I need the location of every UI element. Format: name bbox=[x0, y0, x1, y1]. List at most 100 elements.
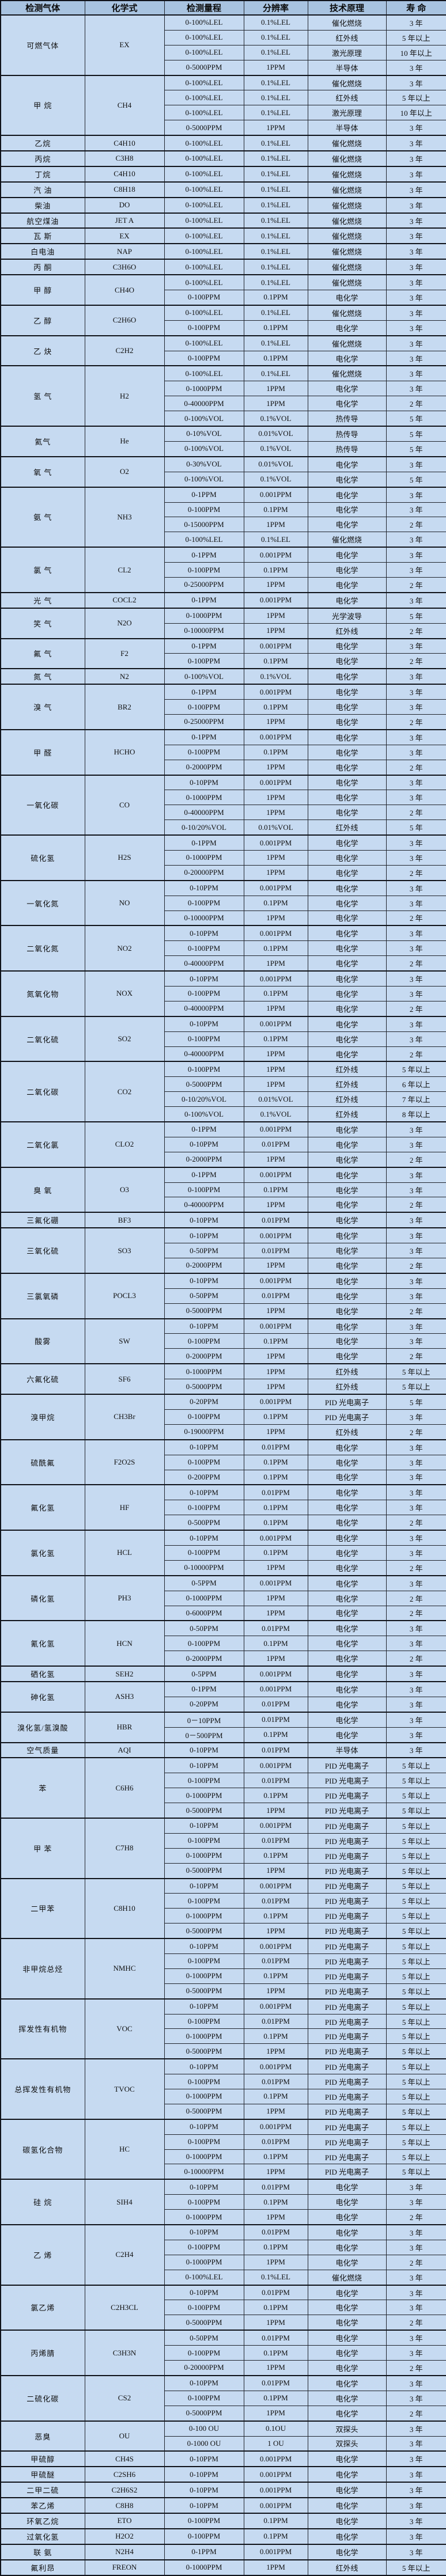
lifespan-cell: 3 年 bbox=[385, 1454, 446, 1470]
resolution-cell: 0.1PPM bbox=[243, 986, 308, 1001]
principle-cell: 电化学 bbox=[307, 970, 387, 987]
gas-name-cell: 臭 氧 bbox=[0, 1166, 85, 1213]
lifespan-cell: 6 年以上 bbox=[385, 1076, 446, 1092]
lifespan-cell: 3 年 bbox=[385, 1031, 446, 1047]
range-cell: 0-100PPM bbox=[164, 940, 244, 957]
resolution-cell: 1PPM bbox=[243, 623, 308, 639]
resolution-cell: 0.01PPM bbox=[243, 1212, 308, 1228]
resolution-cell: 1PPM bbox=[243, 396, 308, 412]
lifespan-cell: 3 年 bbox=[385, 2497, 446, 2514]
lifespan-cell: 3 年 bbox=[385, 135, 446, 151]
lifespan-cell: 2 年 bbox=[385, 864, 446, 881]
range-cell: 0-1PPM bbox=[164, 1166, 244, 1183]
range-cell: 0-10000PPM bbox=[164, 910, 244, 926]
principle-cell: 红外线 bbox=[307, 1061, 387, 1078]
range-cell: 0-100%LEL bbox=[164, 227, 244, 244]
range-cell: 0-40000PPM bbox=[164, 955, 244, 972]
range-cell: 0-40000PPM bbox=[164, 1197, 244, 1213]
table-row: 笑 气 N2O 0-1000PPM 1PPM 光学波导 5 年 bbox=[0, 607, 446, 639]
lifespan-cell: 5 年以上 bbox=[385, 1803, 446, 1819]
range-cell: 0-1000PPM bbox=[164, 2209, 244, 2225]
lifespan-cell: 5 年以上 bbox=[385, 1847, 446, 1864]
formula-cell: N2 bbox=[84, 668, 165, 685]
principle-cell: 电化学 bbox=[307, 290, 387, 306]
resolution-cell: 0.001PPM bbox=[243, 1757, 308, 1774]
resolution-cell: 0.001PPM bbox=[243, 2450, 308, 2467]
lifespan-cell: 3 年 bbox=[385, 940, 446, 957]
col-header-gas: 检测气体 bbox=[0, 0, 85, 16]
range-cell: 0-10PPM bbox=[164, 1484, 244, 1501]
range-cell: 0-100PPM bbox=[164, 350, 244, 366]
resolution-cell: 1PPM bbox=[243, 1076, 308, 1092]
table-row: 溴甲烷 CH3Br 0-20PPM 0.001PPM PID 光电离子 5 年 bbox=[0, 1394, 446, 1440]
lifespan-cell: 2 年 bbox=[385, 1151, 446, 1168]
lifespan-cell: 10 年以上 bbox=[385, 44, 446, 60]
gas-name-cell: 二甲二硫 bbox=[0, 2482, 85, 2498]
resolution-cell: 0.1%LEL bbox=[243, 259, 308, 275]
resolution-cell: 0.1%VOL bbox=[243, 441, 308, 457]
principle-cell: 红外线 bbox=[307, 2559, 387, 2576]
formula-cell: HCHO bbox=[84, 729, 165, 776]
gas-name-cell: 一氧化氮 bbox=[0, 879, 85, 926]
formula-cell: H2O2 bbox=[84, 2528, 165, 2545]
lifespan-cell: 2 年 bbox=[385, 1000, 446, 1017]
resolution-cell: 0.1%LEL bbox=[243, 304, 308, 321]
resolution-cell: 0.01%VOL bbox=[243, 1091, 308, 1107]
resolution-cell: 0.1PPM bbox=[243, 1182, 308, 1198]
resolution-cell: 0.001PPM bbox=[243, 1817, 308, 1834]
principle-cell: 电化学 bbox=[307, 1484, 387, 1501]
lifespan-cell: 3 年 bbox=[385, 1500, 446, 1516]
range-cell: 0-10PPM bbox=[164, 2224, 244, 2240]
lifespan-cell: 2 年 bbox=[385, 623, 446, 639]
range-cell: 0-1000PPM bbox=[164, 2028, 244, 2044]
table-row: 0-500PPM 0.1PPM 电化学 2 年 bbox=[1, 1515, 446, 1531]
lifespan-cell: 2 年 bbox=[385, 1590, 446, 1606]
gas-name-cell: 氯乙烯 bbox=[0, 2284, 85, 2331]
gas-name-cell: 甲 醇 bbox=[0, 274, 85, 306]
lifespan-cell: 3 年 bbox=[385, 1212, 446, 1228]
lifespan-cell: 5 年以上 bbox=[385, 1998, 446, 2014]
table-row: 0-100PPM 0.01PPM PID 光电离子 5 年以上 bbox=[1, 2134, 446, 2150]
range-cell: 0-15000PPM bbox=[164, 517, 244, 533]
formula-cell: OU bbox=[84, 2420, 165, 2452]
range-cell: 0-50PPM bbox=[164, 2330, 244, 2346]
table-row: 0-5000PPM 1PPM PID 光电离子 5 年以上 bbox=[1, 1862, 446, 1879]
resolution-cell: 0.001PPM bbox=[243, 879, 308, 896]
resolution-cell: 1PPM bbox=[243, 1363, 308, 1380]
lifespan-cell: 2 年 bbox=[385, 1560, 446, 1576]
resolution-cell: 0.001PPM bbox=[243, 2482, 308, 2498]
principle-cell: PID 光电离子 bbox=[307, 1923, 387, 1939]
formula-cell: BR2 bbox=[84, 684, 165, 730]
table-row: 0-5000PPM 1PPM 电化学 2 年 bbox=[1, 1303, 446, 1319]
resolution-cell: 1PPM bbox=[243, 2043, 308, 2059]
resolution-cell: 1PPM bbox=[243, 790, 308, 806]
formula-cell: VOC bbox=[84, 1998, 165, 2059]
gas-name-cell: 联 氨 bbox=[0, 2543, 85, 2560]
principle-cell: 激光原理 bbox=[307, 105, 387, 121]
principle-cell: 电化学 bbox=[307, 744, 387, 760]
lifespan-cell: 3 年 bbox=[385, 2435, 446, 2452]
table-row: 0-100PPM 0.1PPM 电化学 3 年 bbox=[1, 986, 446, 1001]
table-row: 三氟化硼 BF3 0-10PPM 0.01PPM 电化学 3 年 bbox=[0, 1212, 446, 1228]
principle-cell: 电化学 bbox=[307, 1605, 387, 1621]
table-row: 瓦 斯 EX 0-100%LEL 0.1%LEL 催化燃烧 3 年 bbox=[0, 227, 446, 244]
range-cell: 0-10PPM bbox=[164, 1877, 244, 1894]
resolution-cell: 0.001PPM bbox=[243, 970, 308, 987]
lifespan-cell: 3 年 bbox=[385, 59, 446, 76]
table-row: 0-1000PPM 1PPM 电化学 3 年 bbox=[1, 381, 446, 397]
lifespan-cell: 2 年 bbox=[385, 653, 446, 669]
resolution-cell: 1PPM bbox=[243, 1348, 308, 1364]
table-row: 溴 气 BR2 0-1PPM 0.001PPM 电化学 3 年 bbox=[0, 684, 446, 730]
resolution-cell: 1PPM bbox=[243, 1379, 308, 1395]
resolution-cell: 1PPM bbox=[243, 1923, 308, 1939]
table-row: 航空煤油 JET A 0-100%LEL 0.1%LEL 催化燃烧 3 年 bbox=[0, 212, 446, 229]
resolution-cell: 0.01PPM bbox=[243, 1742, 308, 1758]
resolution-cell: 1PPM bbox=[243, 1590, 308, 1606]
resolution-cell: 0.1%LEL bbox=[243, 44, 308, 60]
lifespan-cell: 2 年 bbox=[385, 2254, 446, 2270]
resolution-cell: 0.1PPM bbox=[243, 1968, 308, 1984]
lifespan-cell: 5 年以上 bbox=[385, 29, 446, 45]
formula-cell: SO2 bbox=[84, 1015, 165, 1062]
principle-cell: PID 光电离子 bbox=[307, 1862, 387, 1879]
range-cell: 0-1PPM bbox=[164, 729, 244, 745]
